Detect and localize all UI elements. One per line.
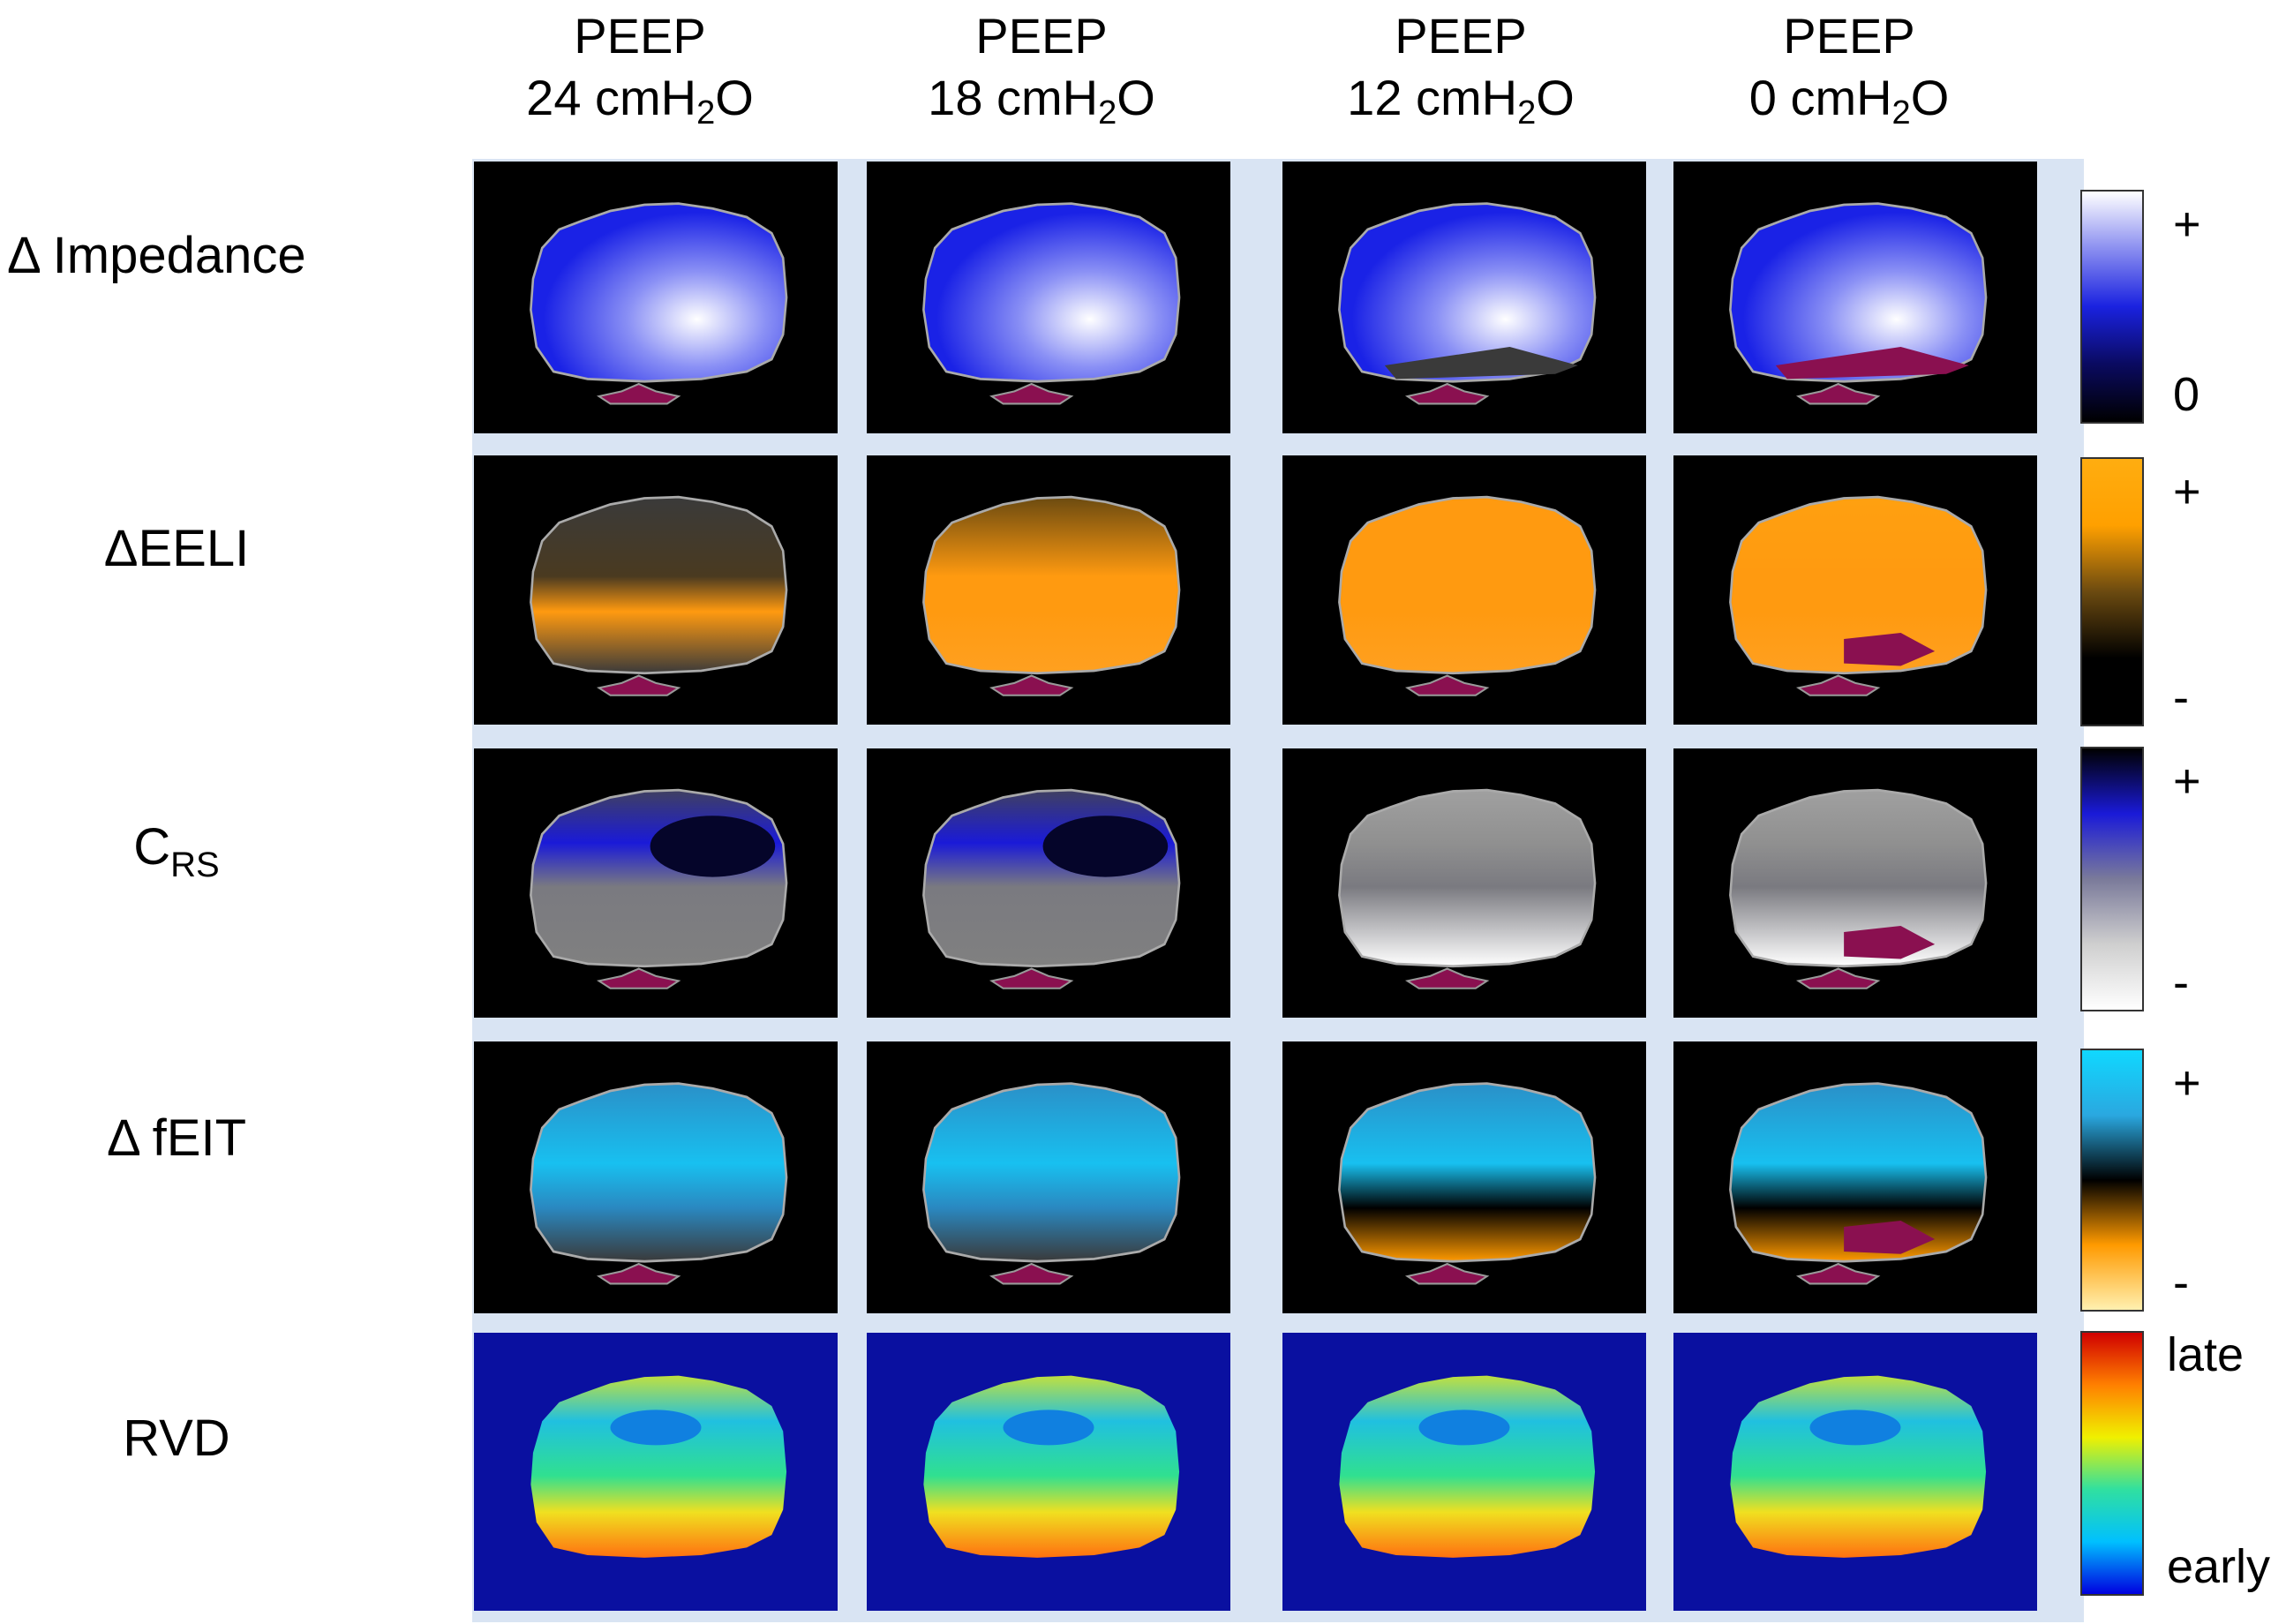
peep-unit-tail: O: [1910, 70, 1950, 125]
peep-unit-tail: O: [1536, 70, 1575, 125]
column-header-peep: PEEP 24 cmH2O: [455, 5, 825, 144]
row-label: RVD: [0, 1409, 353, 1468]
colorbar-top-label: +: [2173, 465, 2201, 518]
lung-image: [1730, 1375, 1987, 1558]
row-label-text: Δ fEIT: [107, 1109, 246, 1167]
row-label-text: RVD: [123, 1410, 230, 1467]
peep-unit-subscript: 2: [696, 94, 716, 132]
eit-image-panel: [1673, 1333, 2037, 1611]
column-header-value: 18 cmH2O: [856, 67, 1227, 144]
peep-unit-tail: O: [1117, 70, 1155, 125]
peep-value: 18 cmH: [928, 70, 1099, 125]
column-header-peep: PEEP 0 cmH2O: [1664, 5, 2034, 144]
lung-image: [1729, 788, 1988, 989]
row-label-text: Δ Impedance: [7, 227, 306, 284]
eit-image-panel: [474, 1041, 838, 1313]
lung-image: [1729, 495, 1988, 696]
row-label: Δ fEIT: [0, 1109, 353, 1168]
eit-image-panel: [867, 162, 1230, 433]
lung-image: [530, 1082, 788, 1285]
lung-image: [1729, 1082, 1988, 1285]
lung-image: [923, 1375, 1180, 1558]
eit-image-panel: [1673, 748, 2037, 1018]
column-header-value: 12 cmH2O: [1275, 67, 1646, 144]
eit-image-panel: [1673, 455, 2037, 725]
lung-image: [922, 202, 1181, 405]
lung-image: [530, 788, 788, 989]
lung-image: [922, 1082, 1181, 1285]
colorbar: [2080, 747, 2144, 1011]
eit-image-panel: [474, 1333, 838, 1611]
peep-unit-tail: O: [715, 70, 754, 125]
lung-image: [530, 1375, 787, 1558]
peep-value: 0 cmH: [1748, 70, 1892, 125]
lung-image: [922, 495, 1181, 696]
colorbar-top-label: +: [2173, 755, 2201, 808]
column-header-line1: PEEP: [574, 8, 706, 64]
colorbar-bottom-label: -: [2173, 1256, 2189, 1309]
row-label: CRS: [0, 817, 353, 885]
lung-image: [530, 495, 788, 696]
eit-image-panel: [1282, 162, 1646, 433]
column-header-line1: PEEP: [1783, 8, 1915, 64]
eit-image-panel: [867, 455, 1230, 725]
column-header-line1: PEEP: [975, 8, 1108, 64]
lung-image: [1339, 1375, 1596, 1558]
row-label: Δ Impedance: [7, 226, 360, 285]
peep-value: 24 cmH: [526, 70, 697, 125]
colorbar-bottom-label: -: [2173, 956, 2189, 1009]
colorbar-bottom-label: early: [2167, 1540, 2271, 1593]
lung-image: [530, 202, 788, 405]
lung-image: [1338, 1082, 1597, 1285]
column-header-line1: PEEP: [1395, 8, 1527, 64]
colorbar-top-label: +: [2173, 1056, 2201, 1109]
row-label-text: ΔEELI: [103, 520, 250, 577]
peep-value: 12 cmH: [1347, 70, 1518, 125]
eit-image-panel: [474, 455, 838, 725]
eit-image-panel: [867, 1041, 1230, 1313]
eit-image-panel: [1673, 1041, 2037, 1313]
eit-image-panel: [474, 162, 838, 433]
colorbar: [2080, 1331, 2144, 1596]
eit-image-panel: [867, 1333, 1230, 1611]
colorbar-bottom-label: 0: [2173, 368, 2200, 421]
eit-image-panel: [474, 748, 838, 1018]
eit-image-panel: [1673, 162, 2037, 433]
eit-image-panel: [1282, 1041, 1646, 1313]
lung-image: [1338, 495, 1597, 696]
row-label-subscript: RS: [170, 846, 220, 884]
lung-image: [1338, 788, 1597, 989]
eit-image-panel: [867, 748, 1230, 1018]
lung-image: [1729, 202, 1988, 405]
eit-image-panel: [1282, 455, 1646, 725]
peep-unit-subscript: 2: [1098, 94, 1117, 132]
colorbar-top-label: +: [2173, 198, 2201, 251]
colorbar: [2080, 1049, 2144, 1312]
row-label-text: C: [133, 818, 171, 876]
column-header-value: 24 cmH2O: [455, 67, 825, 144]
peep-unit-subscript: 2: [1891, 94, 1911, 132]
lung-image: [1338, 202, 1597, 405]
column-header-peep: PEEP 18 cmH2O: [856, 5, 1227, 144]
eit-image-panel: [1282, 1333, 1646, 1611]
column-header-value: 0 cmH2O: [1664, 67, 2034, 144]
lung-image: [922, 788, 1181, 989]
row-label: ΔEELI: [0, 519, 353, 578]
colorbar: [2080, 457, 2144, 726]
eit-image-panel: [1282, 748, 1646, 1018]
column-header-peep: PEEP 12 cmH2O: [1275, 5, 1646, 144]
colorbar-top-label: late: [2167, 1328, 2245, 1381]
peep-unit-subscript: 2: [1517, 94, 1537, 132]
colorbar: [2080, 190, 2144, 424]
colorbar-bottom-label: -: [2173, 671, 2189, 724]
